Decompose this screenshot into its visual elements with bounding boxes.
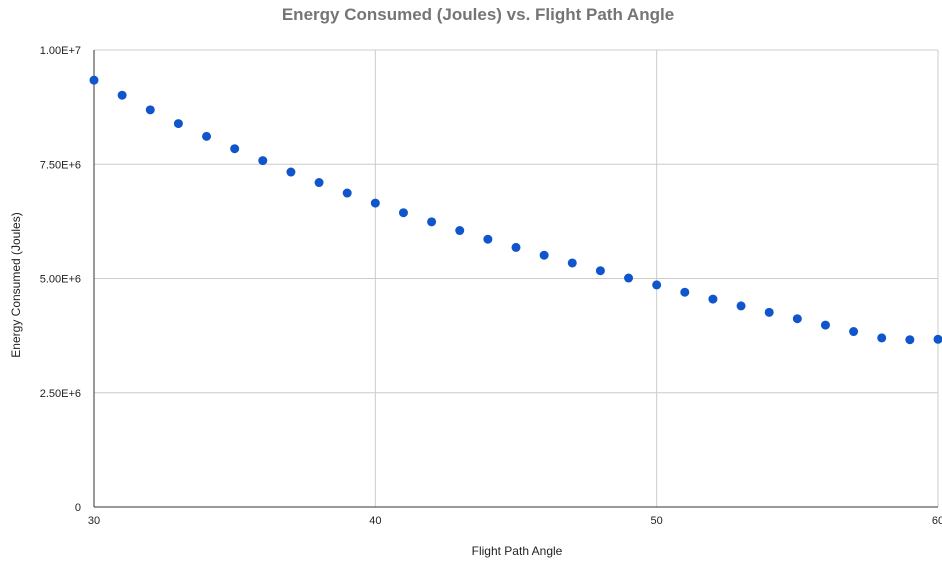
- data-point: [202, 131, 212, 141]
- y-axis-label: Energy Consumed (Joules): [9, 212, 23, 357]
- data-point: [849, 327, 859, 337]
- data-point: [539, 250, 549, 260]
- data-point: [680, 287, 690, 297]
- data-point: [708, 294, 718, 304]
- data-point: [820, 320, 830, 330]
- tick-labels: 0 2.50E+6 5.00E+6 7.50E+6 1.00E+7 30 40 50 60: [40, 45, 942, 527]
- data-point: [89, 75, 99, 85]
- data-point: [764, 307, 774, 317]
- data-point: [370, 198, 380, 208]
- data-point: [286, 167, 296, 177]
- y-tick-label: 5.00E+6: [40, 274, 81, 286]
- y-tick-label: 1.00E+7: [40, 45, 81, 57]
- axes: [93, 50, 938, 508]
- data-point: [145, 105, 155, 115]
- data-point: [792, 314, 802, 324]
- data-point: [933, 334, 942, 344]
- chart-title: Energy Consumed (Joules) vs. Flight Path…: [282, 5, 674, 24]
- y-tick-label: 2.50E+6: [40, 388, 81, 400]
- x-axis-label: Flight Path Angle: [472, 544, 563, 558]
- data-point: [455, 226, 465, 236]
- y-tick-label: 7.50E+6: [40, 159, 81, 171]
- data-point: [117, 90, 127, 100]
- y-tick-label: 0: [75, 502, 81, 514]
- data-point: [736, 301, 746, 311]
- data-point: [483, 234, 493, 244]
- data-point: [877, 333, 887, 343]
- data-point: [342, 188, 352, 198]
- data-point: [398, 208, 408, 218]
- data-point: [652, 280, 662, 290]
- x-tick-label: 40: [369, 515, 381, 527]
- data-point: [624, 273, 634, 283]
- data-point: [595, 266, 605, 276]
- x-tick-label: 50: [651, 515, 663, 527]
- data-point: [427, 217, 437, 227]
- data-point: [905, 335, 915, 345]
- data-point: [258, 156, 268, 166]
- x-tick-label: 60: [932, 515, 942, 527]
- data-point: [314, 178, 324, 188]
- x-tick-label: 30: [88, 515, 100, 527]
- data-point: [173, 119, 183, 129]
- data-point: [230, 144, 240, 154]
- data-point: [567, 258, 577, 268]
- data-points: [89, 75, 942, 345]
- grid-lines: [94, 49, 939, 507]
- data-point: [511, 242, 521, 252]
